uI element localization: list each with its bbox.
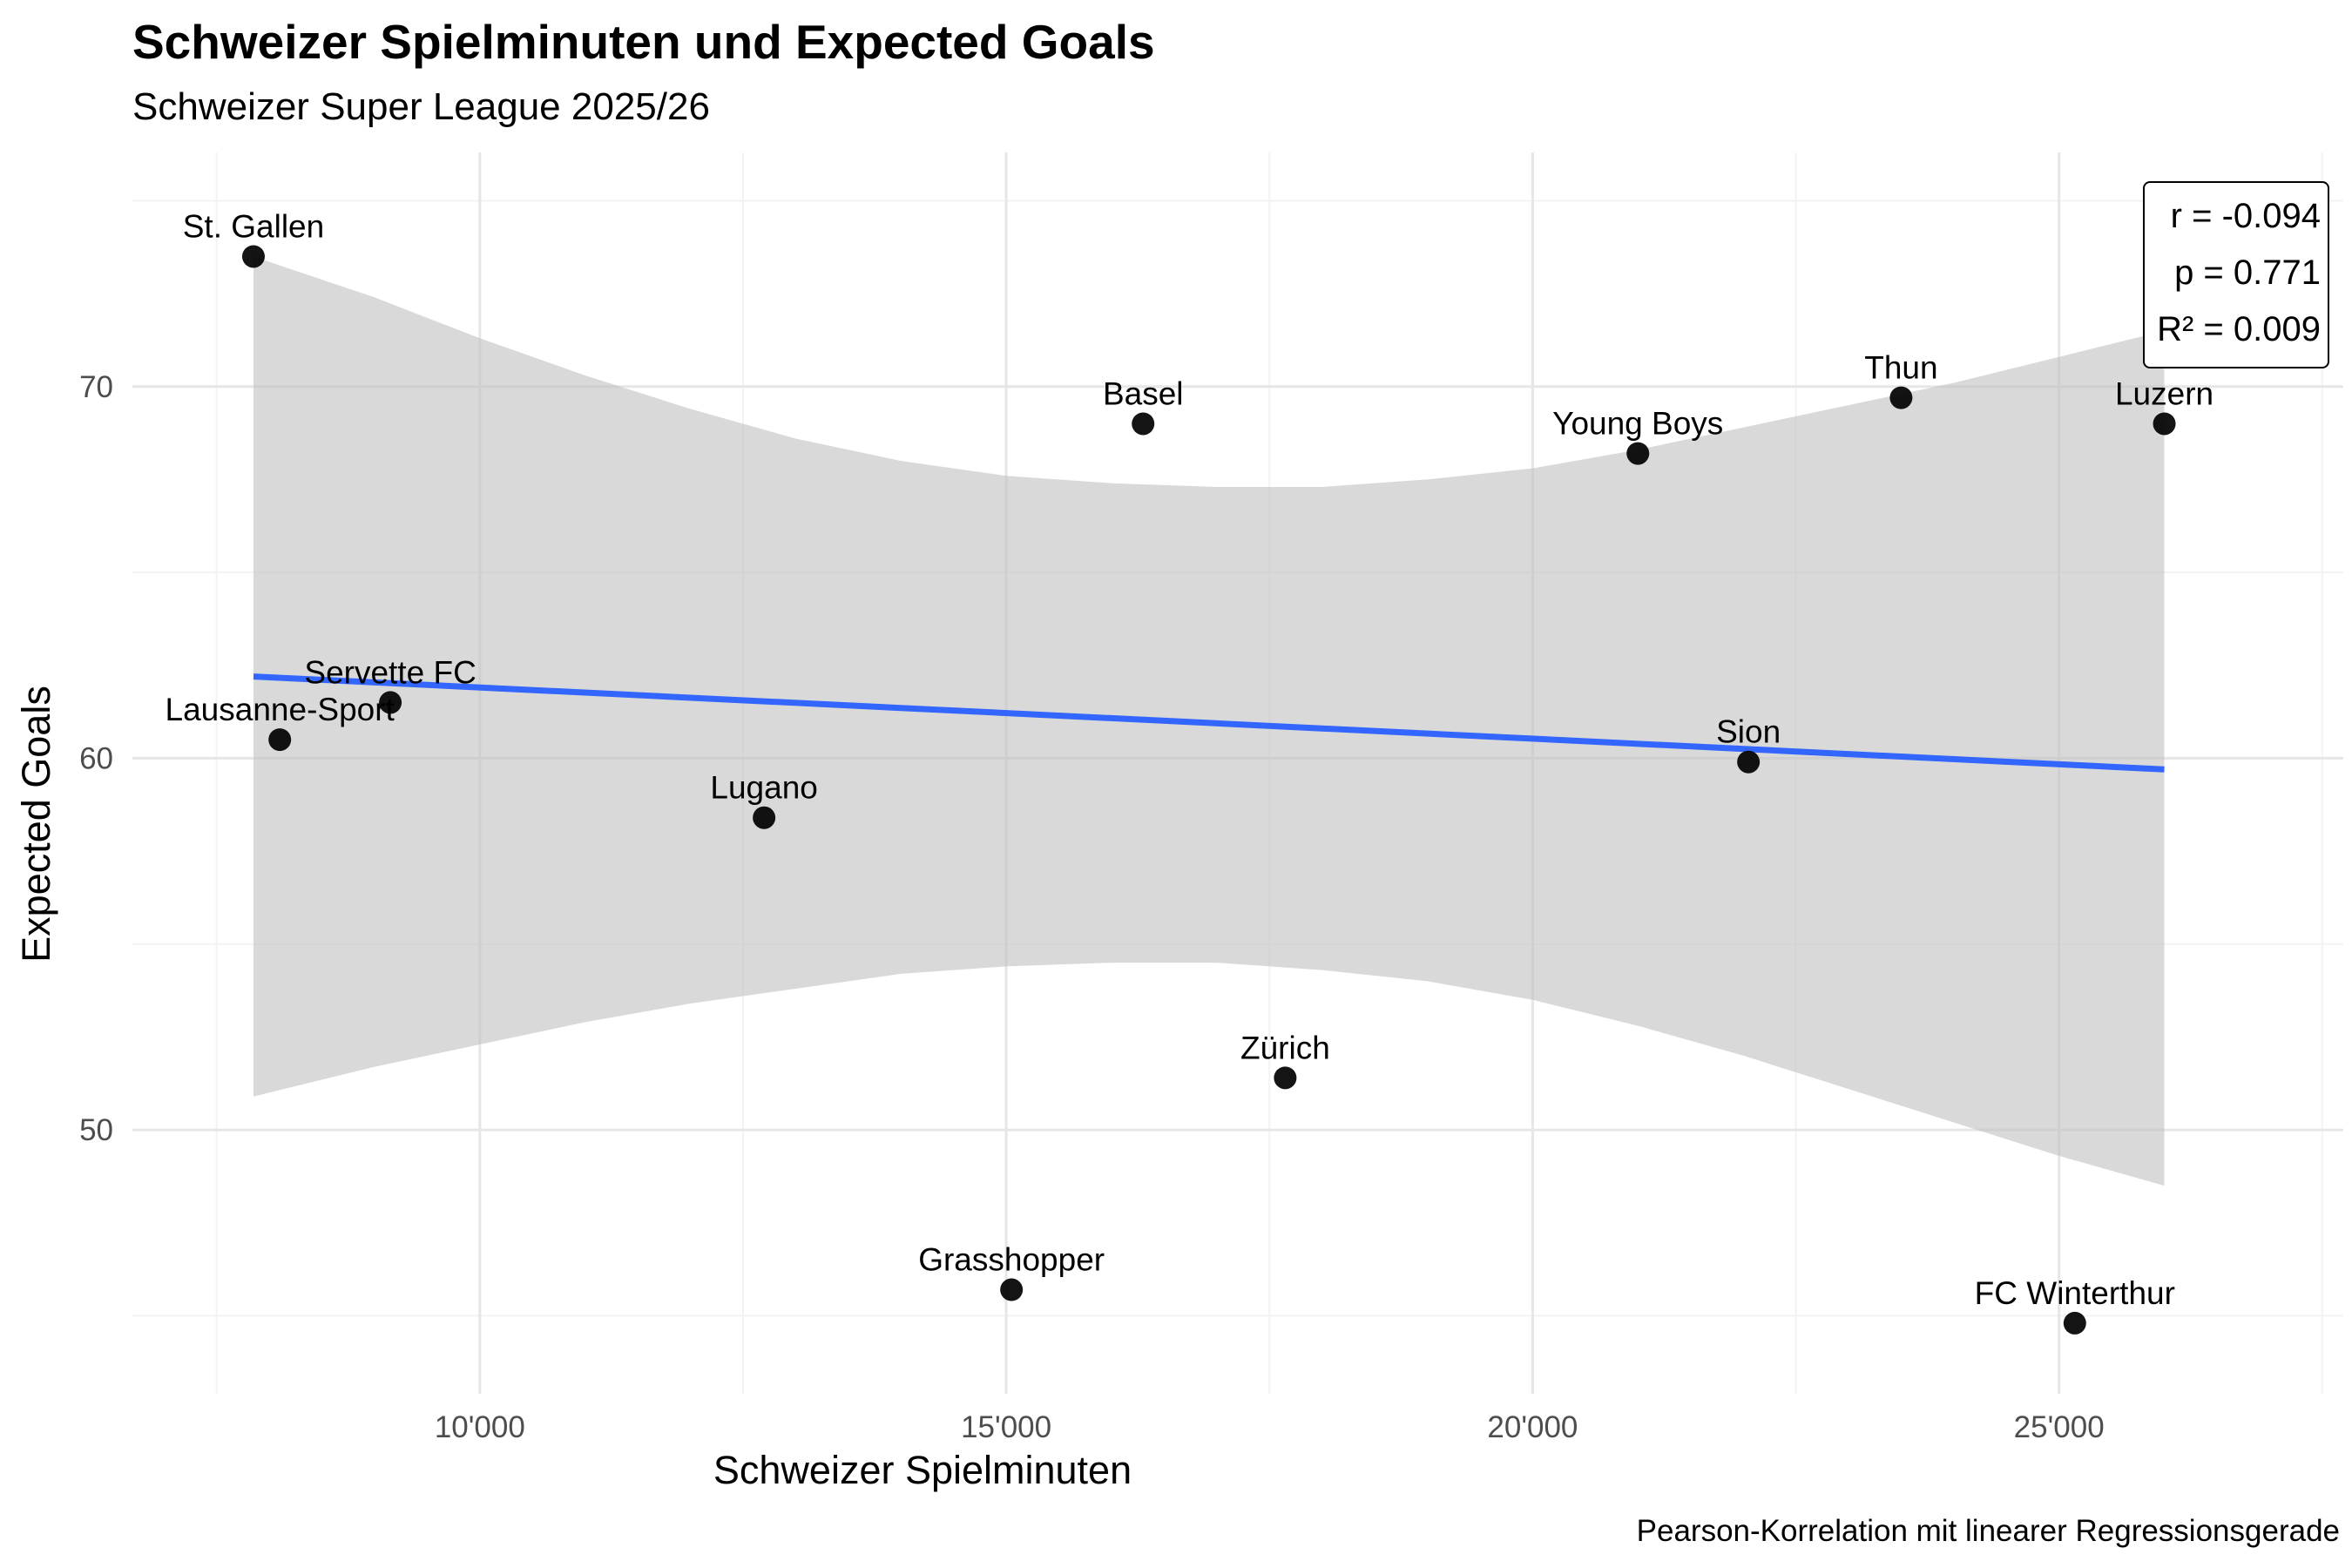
data-point <box>1626 442 1650 465</box>
data-points <box>241 245 2176 1335</box>
data-point <box>753 806 776 829</box>
data-point <box>1889 386 1913 409</box>
point-label: Thun <box>1864 350 1937 386</box>
stat-p: p = 0.771 <box>2174 253 2321 292</box>
x-tick-label: 10'000 <box>435 1410 525 1444</box>
data-point <box>241 245 265 268</box>
regression-line-group <box>253 673 2165 773</box>
x-tick-label: 15'000 <box>961 1410 1051 1444</box>
x-tick-label: 25'000 <box>2014 1410 2105 1444</box>
point-label: Sion <box>1716 714 1781 750</box>
y-tick-label: 70 <box>79 370 113 404</box>
point-label: Grasshopper <box>918 1242 1105 1278</box>
regression-line <box>253 673 2165 773</box>
point-label: Servette FC <box>304 654 476 690</box>
x-axis-label: Schweizer Spielminuten <box>713 1448 1132 1492</box>
point-label: Basel <box>1103 375 1184 411</box>
correlation-stats-box: r = -0.094 p = 0.771 R² = 0.009 <box>2143 181 2329 368</box>
point-label: Young Boys <box>1552 406 1723 442</box>
data-point <box>268 728 292 752</box>
point-label: Luzern <box>2115 375 2213 411</box>
point-label: Zürich <box>1240 1030 1330 1065</box>
chart-caption: Pearson-Korrelation mit linearer Regress… <box>1636 1514 2340 1548</box>
data-point <box>1132 412 1155 436</box>
data-point <box>379 691 402 714</box>
point-labels: St. Gallen Basel Young Boys Thun Luzern Serve… <box>166 208 2214 1310</box>
point-label: Lugano <box>710 770 817 806</box>
point-label: St. Gallen <box>183 208 324 244</box>
x-tick-labels: 10'000 15'000 20'000 25'000 <box>435 1410 2105 1444</box>
stat-r2: R² = 0.009 <box>2157 310 2321 348</box>
stat-r: r = -0.094 <box>2170 197 2321 235</box>
data-point <box>2063 1311 2086 1335</box>
data-point <box>2153 412 2176 436</box>
chart-title: Schweizer Spielminuten und Expected Goal… <box>132 15 1155 69</box>
point-label: FC Winterthur <box>1975 1275 2175 1311</box>
chart-subtitle: Schweizer Super League 2025/26 <box>132 85 710 128</box>
data-point <box>1737 750 1761 774</box>
y-tick-labels: 50 60 70 <box>79 370 113 1147</box>
data-point <box>1000 1278 1024 1301</box>
point-label: Lausanne-Sport <box>166 692 395 727</box>
y-axis-label: Expected Goals <box>14 686 58 963</box>
x-tick-label: 20'000 <box>1487 1410 1578 1444</box>
y-tick-label: 50 <box>79 1113 113 1147</box>
y-tick-label: 60 <box>79 741 113 775</box>
data-point <box>1274 1066 1297 1090</box>
